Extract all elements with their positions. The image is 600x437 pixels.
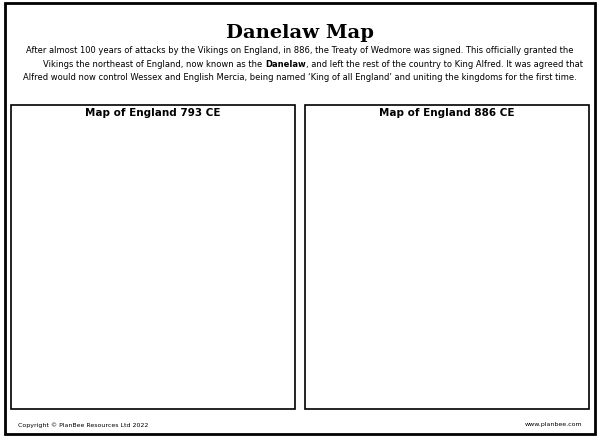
Text: Map of England 886 CE: Map of England 886 CE — [379, 108, 515, 118]
Text: Danelaw: Danelaw — [265, 60, 306, 69]
Polygon shape — [65, 284, 83, 320]
Polygon shape — [127, 280, 166, 314]
Polygon shape — [129, 322, 160, 329]
Polygon shape — [55, 316, 122, 337]
Polygon shape — [349, 316, 416, 337]
Text: Copyright © PlanBee Resources Ltd 2022: Copyright © PlanBee Resources Ltd 2022 — [18, 422, 148, 427]
Legend: Northumbria, Mercia, East Anglia, Essex, Kent, Sussex, Wessex: Northumbria, Mercia, East Anglia, Essex,… — [171, 149, 240, 233]
Polygon shape — [372, 252, 460, 314]
Text: Vikings the northeast of England, now known as the: Vikings the northeast of England, now kn… — [43, 60, 265, 69]
Polygon shape — [78, 280, 135, 312]
Polygon shape — [288, 246, 330, 286]
Polygon shape — [17, 179, 116, 255]
Polygon shape — [320, 328, 359, 349]
Polygon shape — [78, 252, 131, 284]
Polygon shape — [359, 284, 377, 320]
Polygon shape — [112, 324, 143, 333]
Text: Alfred would now control Wessex and English Mercia, being named ‘King of all Eng: Alfred would now control Wessex and Engl… — [23, 73, 577, 83]
Text: , and left the rest of the country to King Alfred. It was agreed that: , and left the rest of the country to Ki… — [306, 60, 583, 69]
Legend: Danelaw, English Mercia, Wessex: Danelaw, English Mercia, Wessex — [465, 149, 541, 184]
Polygon shape — [0, 246, 36, 286]
Polygon shape — [129, 312, 148, 322]
Text: Danelaw Map: Danelaw Map — [226, 24, 374, 42]
Polygon shape — [42, 261, 49, 269]
Polygon shape — [311, 179, 410, 255]
Polygon shape — [336, 261, 343, 269]
Polygon shape — [26, 328, 65, 349]
Text: www.planbee.com: www.planbee.com — [524, 422, 582, 427]
Polygon shape — [372, 280, 425, 312]
Text: Map of England 793 CE: Map of England 793 CE — [85, 108, 221, 118]
Text: After almost 100 years of attacks by the Vikings on England, in 886, the Treaty : After almost 100 years of attacks by the… — [26, 46, 574, 55]
